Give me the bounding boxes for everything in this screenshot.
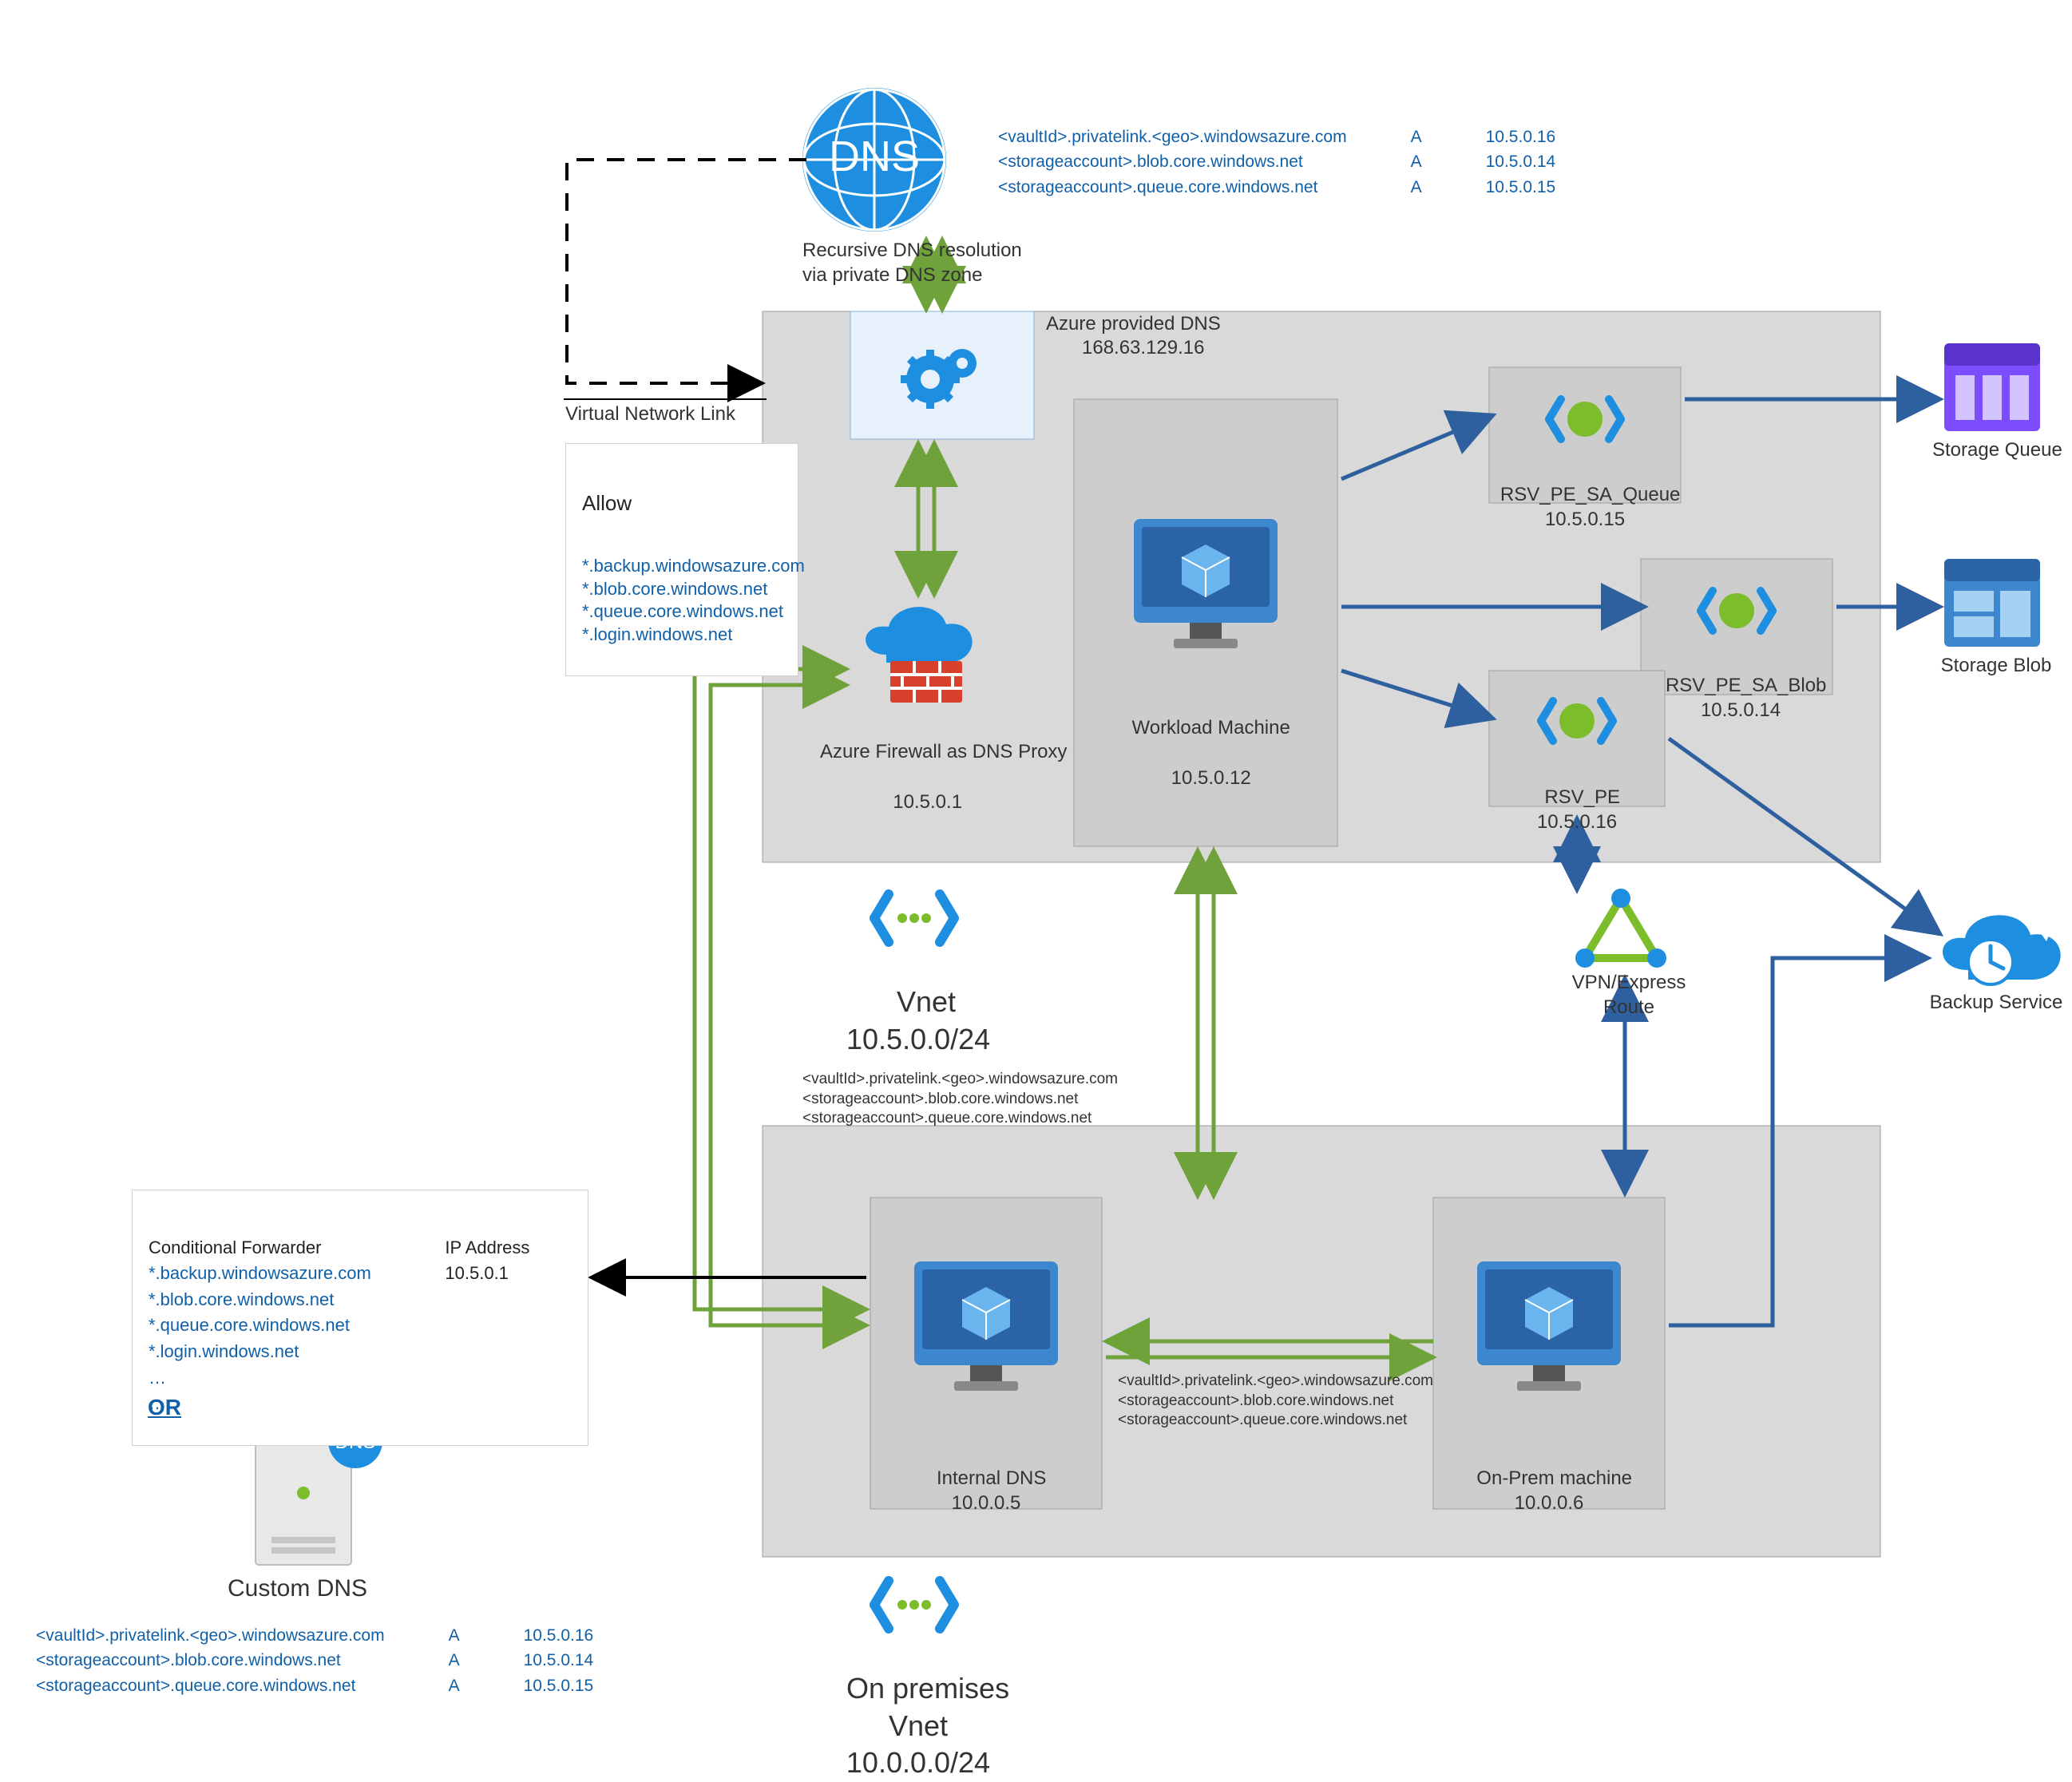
internal-dns-label: Internal DNS10.0.0.5 [874, 1441, 1098, 1516]
storage-blob-label: Storage Blob [1936, 653, 2056, 678]
dns-records-bottom: <vaultId>.privatelink.<geo>.windowsazure… [36, 1625, 593, 1697]
onprem-vnet-icon [874, 1581, 954, 1629]
allow-box: Allow *.backup.windowsazure.com*.blob.co… [565, 443, 798, 676]
pe-blob-label: RSV_PE_SA_Blob10.5.0.14 [1645, 648, 1836, 723]
svg-text:DNS: DNS [829, 133, 920, 180]
storage-blob-icon [1944, 559, 2040, 647]
firewall-label: Azure Firewall as DNS Proxy 10.5.0.1 [810, 715, 1034, 814]
vpn-icon [1575, 889, 1666, 968]
vnet-label: Vnet10.5.0.0/24 [846, 946, 990, 1058]
dns-records-top: <vaultId>.privatelink.<geo>.windowsazure… [998, 126, 1555, 198]
pe-rsv-label: RSV_PE10.5.0.16 [1493, 760, 1661, 835]
azure-dns-ip: 168.63.129.16 [1082, 335, 1204, 360]
storage-queue-icon [1944, 343, 2040, 431]
dns-caption: Recursive DNS resolution via private DNS… [802, 238, 1022, 287]
allow-title: Allow [582, 490, 782, 517]
conditional-forwarder-box: Conditional ForwarderIP Address*.backup.… [132, 1190, 588, 1446]
vpn-label: VPN/Express Route [1565, 970, 1693, 1020]
query-list-right: <vaultId>.privatelink.<geo>.windowsazure… [1118, 1372, 1433, 1431]
or-label: OR [148, 1393, 181, 1422]
storage-queue-label: Storage Queue [1932, 438, 2060, 462]
vnet-icon [874, 894, 954, 942]
query-list-mid: <vaultId>.privatelink.<geo>.windowsazure… [802, 1070, 1118, 1129]
custom-dns-label: Custom DNS [228, 1573, 367, 1604]
backup-service-icon [1943, 915, 2061, 984]
virtual-network-link-label: Virtual Network Link [565, 402, 735, 426]
dns-globe-icon: DNS [802, 88, 946, 232]
backup-service-label: Backup Service [1924, 990, 2068, 1015]
azure-dns-title: Azure provided DNS [1046, 311, 1221, 336]
onprem-vnet-label: On premises Vnet10.0.0.0/24 [830, 1633, 1006, 1782]
diagram-canvas: DNS [0, 0, 2072, 1711]
workload-label: Workload Machine 10.5.0.12 [1114, 691, 1297, 790]
onprem-machine-label: On-Prem machine10.0.0.6 [1437, 1441, 1661, 1516]
pe-queue-label: RSV_PE_SA_Queue10.5.0.15 [1485, 457, 1685, 533]
